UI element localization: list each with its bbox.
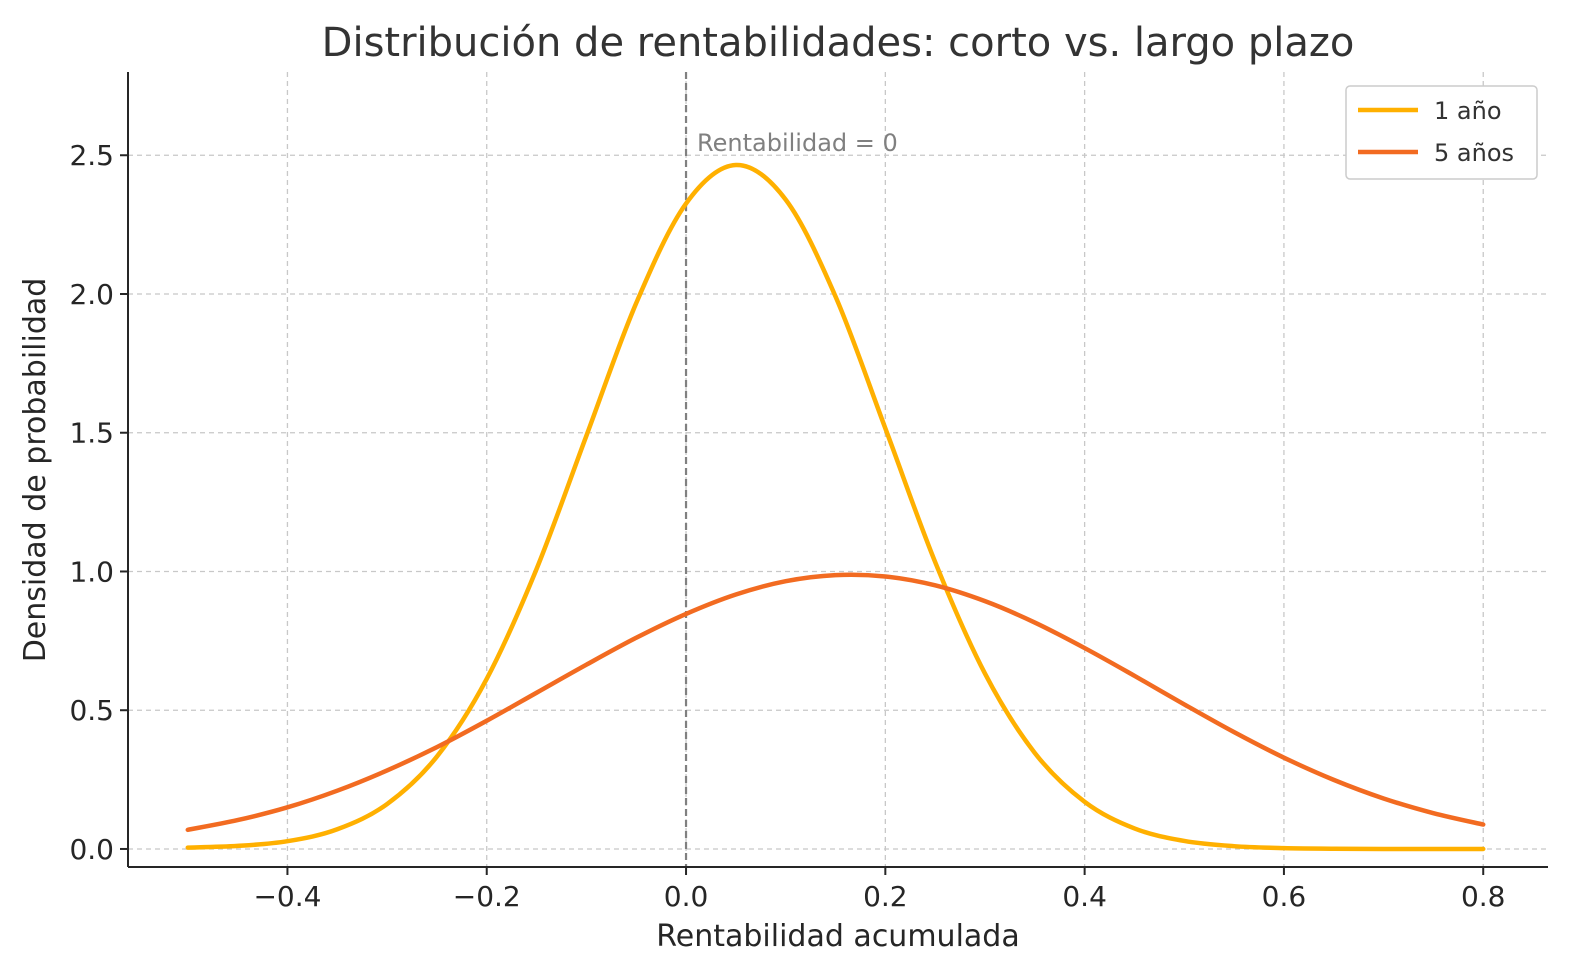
y-tick-label: 0.5 bbox=[69, 694, 114, 727]
y-tick-label: 0.0 bbox=[69, 833, 114, 866]
chart-title: Distribución de rentabilidades: corto vs… bbox=[322, 20, 1355, 66]
reference-line-label: Rentabilidad = 0 bbox=[697, 129, 898, 157]
y-axis-label: Densidad de probabilidad bbox=[18, 278, 53, 663]
y-tick-label: 1.0 bbox=[69, 555, 114, 588]
series-line-1-year bbox=[185, 162, 1486, 852]
y-tick-label: 2.0 bbox=[69, 278, 114, 311]
x-tick-label: 0.2 bbox=[863, 880, 908, 913]
y-tick-label: 1.5 bbox=[69, 417, 114, 450]
x-tick-label: 0.8 bbox=[1461, 880, 1506, 913]
grid-layer bbox=[128, 72, 1548, 867]
x-tick-label: −0.2 bbox=[453, 880, 521, 913]
legend: 1 año 5 años bbox=[1345, 85, 1538, 180]
axes-layer bbox=[127, 72, 1548, 868]
series-layer bbox=[185, 162, 1486, 852]
y-tick-layer: 0.0 0.5 1.0 1.5 2.0 2.5 bbox=[69, 139, 128, 866]
x-tick-label: −0.4 bbox=[253, 880, 321, 913]
y-tick-label: 2.5 bbox=[69, 139, 114, 172]
x-axis-label: Rentabilidad acumulada bbox=[656, 919, 1019, 954]
x-tick-label: 0.4 bbox=[1062, 880, 1107, 913]
x-tick-label: 0.6 bbox=[1262, 880, 1307, 913]
legend-label-5-years: 5 años bbox=[1434, 139, 1514, 167]
x-tick-label: 0.0 bbox=[664, 880, 709, 913]
legend-label-1-year: 1 año bbox=[1434, 97, 1502, 125]
x-tick-layer: −0.4 −0.2 0.0 0.2 0.4 0.6 0.8 bbox=[253, 867, 1505, 913]
series-line-5-years bbox=[185, 572, 1486, 833]
